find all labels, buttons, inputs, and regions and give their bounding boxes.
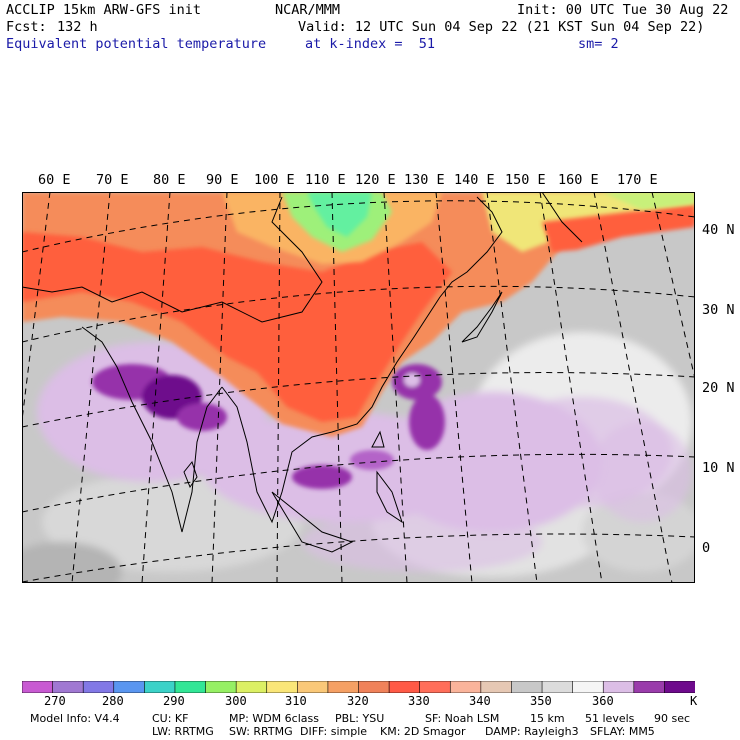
footer-item: KM: 2D Smagor [380,725,466,738]
valid-time: Valid: 12 UTC Sun 04 Sep 22 (21 KST Sun … [298,19,705,35]
legend-swatch [664,681,695,693]
legend-tick: 340 [469,694,491,708]
level-index: at k-index = 51 [305,36,436,52]
footer-item: 90 sec [654,712,691,725]
lon-label: 140 E [454,172,495,188]
footer-item: PBL: YSU [335,712,385,725]
legend-tick: 320 [347,694,369,708]
lon-label: 80 E [153,172,186,188]
legend-tick: 290 [163,694,185,708]
legend-swatch [266,681,299,693]
footer-item: Model Info: V4.4 [30,712,120,725]
legend-swatch [22,681,54,693]
legend-swatch [480,681,513,693]
deep-convection-cores [92,364,445,489]
tropical-lilac-field [37,342,692,572]
legend-swatch [633,681,666,693]
footer-item: SW: RRTMG [229,725,293,738]
legend-tick: 310 [285,694,307,708]
legend-swatch [297,681,329,693]
footer-item: DIFF: simple [300,725,368,738]
lat-label: 0 [702,540,711,556]
legend-tick: 360 [592,694,614,708]
model-title: ACCLIP 15km ARW-GFS init [6,2,202,18]
lat-label: 10 N [702,460,735,476]
lon-label: 100 E [254,172,295,188]
lon-label: 60 E [38,172,71,188]
lat-label: 20 N [702,380,735,396]
footer-item: SF: Noah LSM [425,712,500,725]
legend-swatch [235,681,268,693]
legend-tick: 270 [44,694,66,708]
footer-item: MP: WDM 6class [229,712,319,725]
legend-unit: K [690,694,698,708]
org-label: NCAR/MMM [275,2,341,18]
legend-swatch [511,681,543,693]
field-name: Equivalent potential temperature [6,36,267,52]
color-legend [22,681,695,693]
legend-swatch [113,681,146,693]
init-time: Init: 00 UTC Tue 30 Aug 22 [517,2,729,18]
lon-label: 170 E [617,172,658,188]
coastlines [22,192,583,553]
legend-swatch [174,681,207,693]
footer-item: 15 km [530,712,565,725]
forecast-label: Fcst: [6,19,47,35]
lon-label: 90 E [206,172,239,188]
legend-swatch [419,681,452,693]
lon-label: 130 E [404,172,445,188]
theta-e-map [22,192,695,583]
legend-tick: 350 [530,694,552,708]
legend-swatch [327,681,360,693]
legend-swatch [388,681,421,693]
legend-swatch [205,681,237,693]
footer-item: SFLAY: MM5 [590,725,655,738]
legend-swatch [52,681,84,693]
footer-item: LW: RRTMG [152,725,214,738]
smoothing: sm= 2 [578,36,619,52]
footer-item: CU: KF [152,712,189,725]
legend-swatch [82,681,115,693]
legend-swatch [144,681,176,693]
lon-label: 150 E [505,172,546,188]
footer-item: 51 levels [585,712,635,725]
legend-swatch [541,681,574,693]
lat-label: 30 N [702,302,735,318]
lon-label: 160 E [558,172,599,188]
legend-swatch [449,681,482,693]
legend-tick: 300 [225,694,247,708]
forecast-hours: 132 h [57,19,98,35]
graticule [22,192,695,583]
lon-label: 110 E [305,172,346,188]
legend-tick: 280 [102,694,124,708]
lat-label: 40 N [702,222,735,238]
lon-label: 120 E [355,172,396,188]
legend-swatch [572,681,605,693]
footer-item: DAMP: Rayleigh3 [485,725,579,738]
lon-label: 70 E [96,172,129,188]
legend-tick: 330 [408,694,430,708]
legend-swatch [602,681,635,693]
legend-swatch [358,681,390,693]
